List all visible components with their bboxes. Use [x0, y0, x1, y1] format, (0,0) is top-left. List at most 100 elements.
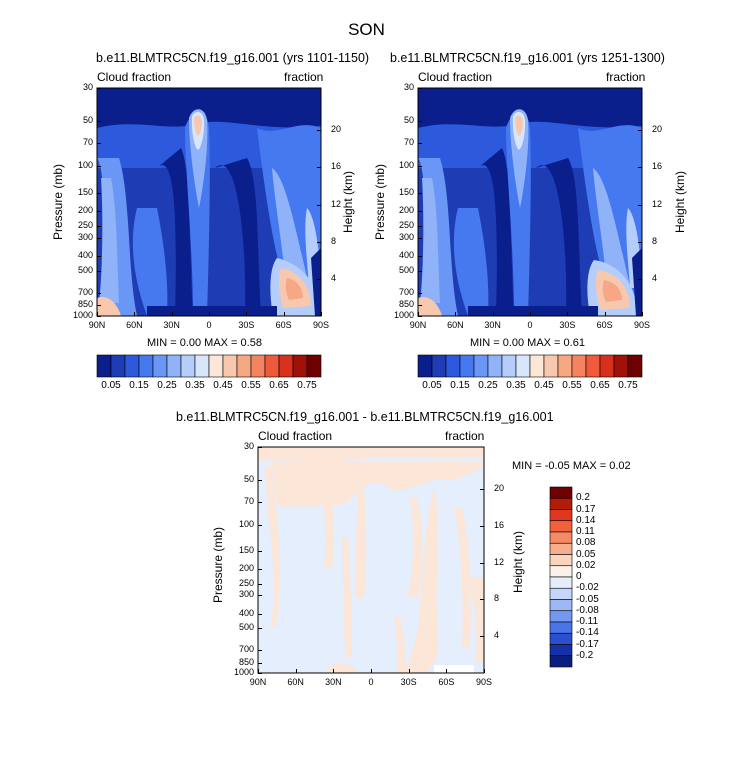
panel-1-plot	[96, 87, 322, 317]
pressure-tick-label: 500	[238, 622, 254, 633]
pressure-tick	[418, 225, 422, 227]
pressure-tick	[418, 305, 422, 307]
pressure-tick-label: 250	[398, 219, 414, 230]
pressure-tick	[97, 237, 101, 239]
height-tick	[480, 599, 484, 601]
height-tick	[638, 167, 642, 169]
pressure-tick-label: 200	[398, 205, 414, 216]
colorbar-label: 0.05	[422, 380, 442, 391]
colorbar-swatch	[549, 632, 573, 645]
colorbar-swatch	[571, 354, 587, 378]
colorbar-swatch	[222, 354, 238, 378]
lat-tick-label: 0	[368, 677, 374, 687]
pressure-tick-label: 300	[238, 589, 254, 600]
panel-2-right-label: fraction	[606, 70, 646, 84]
colorbar-swatch	[549, 565, 573, 578]
colorbar-swatch	[473, 354, 489, 378]
height-tick	[480, 562, 484, 564]
pressure-tick	[258, 583, 262, 585]
height-tick	[480, 636, 484, 638]
height-tick	[638, 278, 642, 280]
pressure-tick	[97, 211, 101, 213]
lat-tick	[209, 312, 210, 316]
pressure-tick-label: 70	[403, 137, 414, 148]
height-tick-label: 4	[494, 630, 500, 641]
colorbar-swatch	[549, 542, 573, 555]
lat-tick-label: 0	[527, 320, 533, 330]
pressure-tick	[258, 613, 262, 615]
colorbar-label: 0.11	[576, 526, 595, 537]
lat-tick-label: 90S	[633, 320, 650, 330]
pressure-tick-label: 400	[398, 250, 414, 261]
colorbar-swatch	[96, 354, 112, 378]
lat-tick	[295, 669, 297, 673]
colorbar-label: 0.65	[269, 380, 289, 391]
panel-3-right-label: fraction	[445, 429, 485, 443]
colorbar-label: 0.08	[576, 537, 596, 549]
colorbar-swatch	[264, 354, 280, 378]
pressure-tick	[418, 211, 422, 213]
pressure-tick	[97, 270, 101, 272]
panel-1-title: b.e11.BLMTRC5CN.f19_g16.001 (yrs 1101-11…	[96, 51, 370, 65]
colorbar-label: 0.15	[450, 380, 470, 391]
lat-tick-label: 30N	[163, 320, 180, 330]
colorbar-swatch	[549, 610, 573, 623]
lat-tick	[97, 312, 98, 316]
colorbar-swatch	[306, 354, 322, 378]
pressure-tick-label: 30	[82, 82, 93, 92]
panel-3-left-label: Cloud fraction	[258, 429, 333, 443]
panel-2-title: b.e11.BLMTRC5CN.f19_g16.001 (yrs 1251-13…	[390, 51, 665, 65]
colorbar-label: 0.25	[478, 380, 498, 391]
height-tick-label: 12	[652, 198, 663, 209]
panel-1-colorbar	[96, 354, 322, 378]
panel-3-stats: MIN = -0.05 MAX = 0.02	[512, 460, 631, 472]
colorbar-swatch	[194, 354, 210, 378]
pressure-tick	[258, 595, 262, 597]
pressure-tick-label: 150	[398, 186, 414, 197]
colorbar-label: 0.2	[576, 492, 590, 504]
pressure-tick-label: 850	[398, 299, 414, 310]
pressure-tick-label: 400	[77, 250, 93, 261]
panel-2-ylabel-right: Height (km)	[673, 171, 687, 234]
panel-3-title: b.e11.BLMTRC5CN.f19_g16.001 - b.e11.BLMT…	[176, 410, 554, 424]
lat-tick	[484, 669, 485, 673]
colorbar-label: 0.75	[618, 380, 638, 391]
pressure-tick	[97, 166, 101, 168]
panel-1-contours	[97, 88, 321, 316]
pressure-tick	[418, 270, 422, 272]
height-tick	[317, 241, 321, 243]
panel-2-stats: MIN = 0.00 MAX = 0.61	[470, 337, 585, 349]
colorbar-label: -0.2	[576, 649, 594, 661]
panel-1-left-label: Cloud fraction	[97, 70, 172, 84]
pressure-tick-label: 700	[398, 286, 414, 297]
pressure-tick	[97, 121, 101, 123]
panel-2-plot	[417, 87, 643, 317]
lat-tick	[530, 312, 531, 316]
pressure-tick-label: 30	[243, 441, 254, 451]
pressure-tick	[418, 143, 422, 145]
colorbar-label: -0.14	[576, 627, 599, 639]
colorbar-swatch	[236, 354, 252, 378]
pressure-tick	[418, 237, 422, 239]
lat-tick	[492, 312, 494, 316]
pressure-tick-label: 70	[243, 495, 254, 506]
panel-3-ylabel-right: Height (km)	[511, 531, 525, 594]
height-tick	[480, 488, 484, 490]
colorbar-swatch	[549, 497, 573, 510]
pressure-tick-label: 100	[77, 160, 93, 171]
height-tick-label: 12	[331, 198, 342, 209]
colorbar-swatch	[543, 354, 559, 378]
pressure-tick	[418, 166, 422, 168]
pressure-tick-label: 200	[77, 205, 93, 216]
pressure-tick	[97, 316, 101, 317]
lat-tick	[246, 312, 248, 316]
colorbar-swatch	[431, 354, 447, 378]
pressure-tick	[258, 550, 262, 552]
colorbar-label: -0.11	[576, 616, 599, 627]
colorbar-label: 0.75	[297, 380, 317, 391]
height-tick	[638, 204, 642, 206]
lat-tick	[258, 669, 259, 673]
panel-2-left-label: Cloud fraction	[418, 70, 493, 84]
colorbar-swatch	[152, 354, 168, 378]
lat-tick	[567, 312, 569, 316]
